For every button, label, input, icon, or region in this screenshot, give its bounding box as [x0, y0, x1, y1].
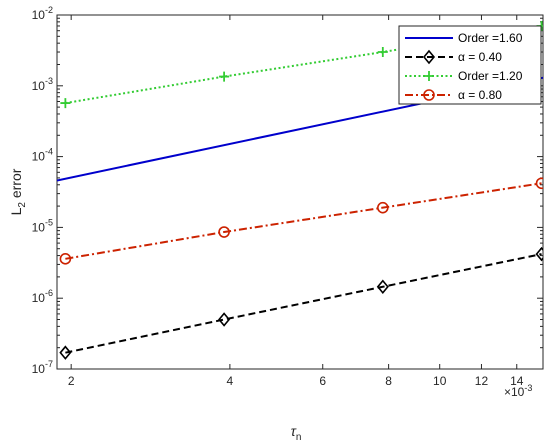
y-tick-base: 10 — [32, 79, 46, 93]
x-tick-label: 4 — [227, 374, 234, 388]
y-tick-base: 10 — [32, 8, 46, 22]
y-tick-base: 10 — [32, 291, 46, 305]
y-axis-label-sub: 2 — [17, 202, 28, 208]
y-tick-base: 10 — [32, 150, 46, 164]
data-point — [535, 246, 543, 262]
y-axis-label-main: L — [8, 207, 24, 215]
y-tick-label: 10-2 — [32, 5, 53, 22]
y-tick-label: 10-4 — [32, 147, 53, 164]
legend-marker — [422, 49, 436, 65]
legend-label: Order =1.20 — [458, 69, 523, 83]
y-tick-exp: -3 — [45, 76, 53, 86]
series-line — [65, 182, 542, 260]
x-multiplier-base: ×10 — [504, 385, 525, 399]
y-axis-label: L2 error — [8, 168, 28, 215]
y-tick-label: 10-6 — [32, 288, 53, 305]
data-point — [377, 47, 388, 58]
x-tick-label: 10 — [433, 374, 447, 388]
y-tick-exp: -4 — [45, 147, 53, 157]
y-tick-label: 10-3 — [32, 76, 53, 93]
axis-ticks — [57, 14, 543, 370]
x-tick-label: 8 — [385, 374, 392, 388]
data-point — [535, 177, 543, 190]
x-multiplier-exp: -3 — [524, 383, 532, 393]
legend-marker — [424, 71, 434, 81]
legend-label: Order =1.60 — [458, 31, 523, 45]
data-point — [60, 98, 71, 109]
data-point — [218, 312, 231, 327]
data-point — [59, 253, 72, 265]
y-tick-exp: -2 — [45, 5, 53, 15]
y-tick-label: 10-7 — [32, 359, 53, 376]
y-axis-label-rest: error — [8, 168, 24, 202]
y-tick-exp: -6 — [45, 288, 53, 298]
data-point — [218, 226, 230, 238]
legend-label: α = 0.80 — [458, 88, 502, 102]
x-tick-label: 2 — [68, 374, 75, 388]
legend: Order =1.60 α = 0.40 Order =1.20 α = 0.80 — [398, 25, 542, 105]
y-tick-base: 10 — [32, 220, 46, 234]
legend-marker — [423, 89, 435, 101]
x-multiplier: ×10-3 — [504, 383, 532, 399]
data-point — [219, 71, 230, 82]
x-axis-label: τn — [291, 423, 302, 442]
data-point — [377, 201, 389, 214]
y-tick-exp: -7 — [45, 359, 53, 369]
legend-label: α = 0.40 — [458, 50, 502, 64]
x-tick-label: 12 — [475, 374, 489, 388]
data-point — [376, 279, 389, 295]
y-tick-exp: -5 — [45, 217, 53, 227]
x-axis-label-sub: n — [296, 432, 302, 442]
x-tick-label: 14 — [510, 374, 524, 388]
x-axis-label-main: τ — [291, 423, 297, 439]
data-point — [59, 345, 72, 360]
y-tick-base: 10 — [32, 362, 46, 376]
x-tick-label: 6 — [319, 374, 326, 388]
y-tick-label: 10-5 — [32, 217, 53, 234]
series-line — [65, 253, 542, 354]
